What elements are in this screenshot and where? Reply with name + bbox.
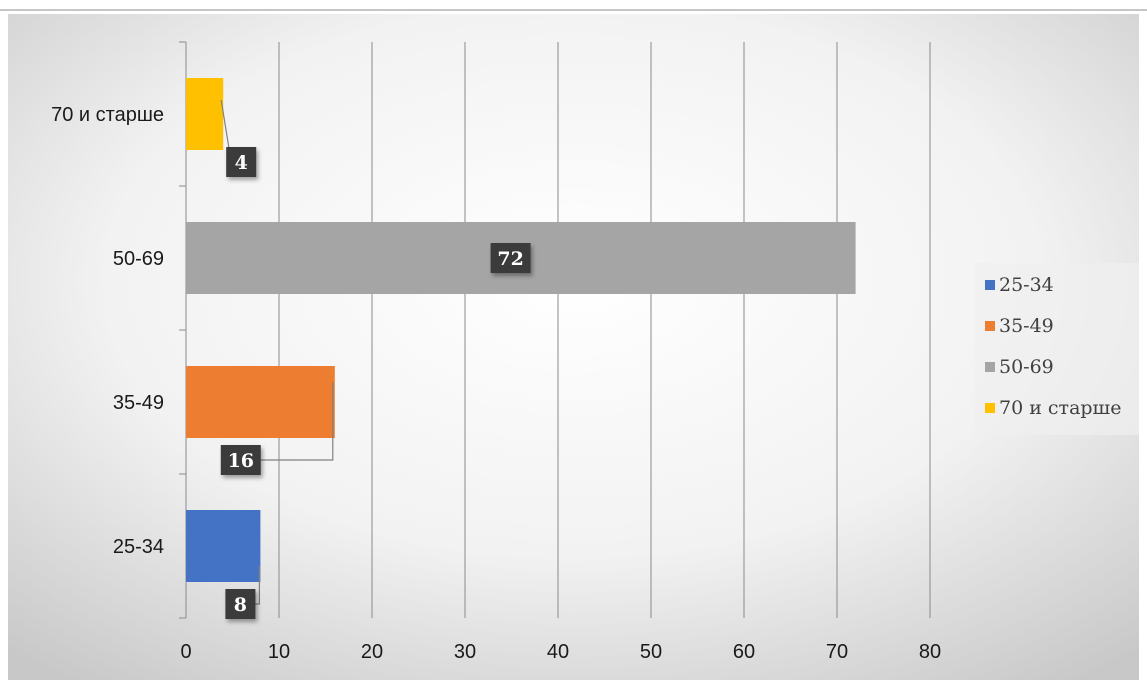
data-label: 72 bbox=[497, 248, 523, 270]
category-label: 35-49 bbox=[113, 392, 164, 414]
x-tick-label: 60 bbox=[733, 641, 755, 663]
legend-label: 35-49 bbox=[999, 315, 1054, 337]
gridlines bbox=[278, 42, 931, 618]
data-label-box bbox=[225, 589, 256, 619]
data-label-box bbox=[220, 445, 261, 475]
category-label: 50-69 bbox=[113, 248, 164, 270]
x-tick-label: 50 bbox=[640, 641, 662, 663]
x-tick-label: 10 bbox=[268, 641, 290, 663]
x-tick-label: 80 bbox=[919, 641, 941, 663]
legend-swatch bbox=[985, 321, 995, 331]
category-label: 25-34 bbox=[113, 536, 164, 558]
x-tick-label: 0 bbox=[180, 641, 191, 663]
data-label-box bbox=[490, 243, 531, 273]
leader-line bbox=[255, 566, 260, 605]
bar bbox=[186, 366, 335, 438]
legend-box bbox=[975, 263, 1139, 435]
chart-background bbox=[8, 14, 1139, 680]
legend-label: 50-69 bbox=[999, 356, 1054, 378]
x-tick-label: 70 bbox=[826, 641, 848, 663]
bar bbox=[186, 78, 224, 150]
x-tick-label: 30 bbox=[454, 641, 476, 663]
category-label: 70 и старше bbox=[51, 104, 164, 126]
legend-swatch bbox=[985, 280, 995, 290]
legend-label: 25-34 bbox=[999, 274, 1054, 296]
data-label-box bbox=[226, 147, 257, 177]
data-label: 8 bbox=[234, 594, 247, 616]
data-labels: 8 16 72 4 bbox=[220, 99, 531, 619]
legend-swatch bbox=[985, 403, 995, 413]
legend-swatch bbox=[985, 362, 995, 372]
x-tick-label: 20 bbox=[361, 641, 383, 663]
legend-label: 70 и старше bbox=[999, 397, 1121, 419]
data-label: 4 bbox=[235, 152, 248, 174]
x-tick-label: 40 bbox=[547, 641, 569, 663]
leader-line bbox=[260, 382, 334, 461]
legend: 25-34 35-49 50-69 70 и старше bbox=[975, 263, 1139, 435]
bar bbox=[186, 510, 261, 582]
data-label: 16 bbox=[228, 450, 254, 472]
